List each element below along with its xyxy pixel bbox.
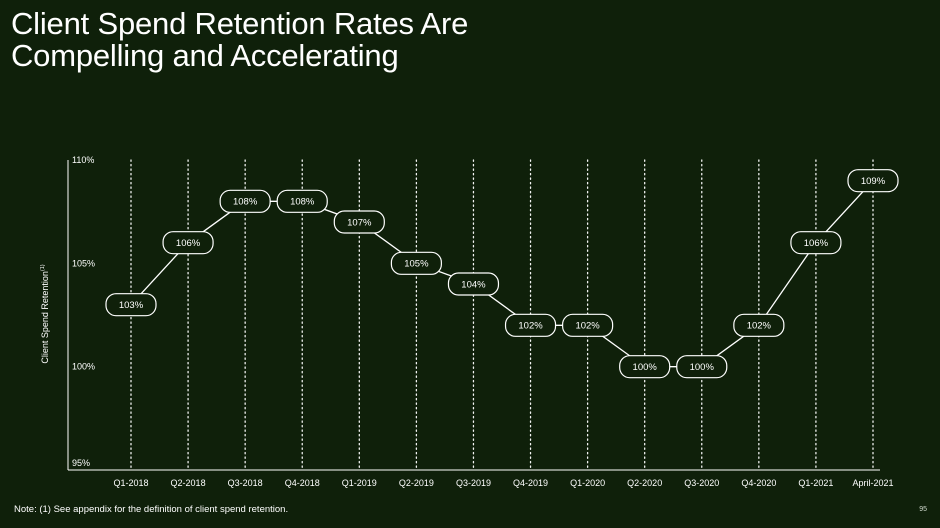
data-label: 104% [461,279,486,290]
data-label: 103% [119,300,144,311]
x-tick-label: Q4-2018 [285,478,320,488]
x-tick-label: Q1-2019 [342,478,377,488]
slide-title-line-1: Client Spend Retention Rates Are [11,6,469,41]
data-label-pill [219,189,271,213]
x-tick-label: Q1-2021 [798,478,833,488]
y-axis-title-superscript: (1) [40,264,46,271]
data-label: 100% [690,362,715,373]
data-point-q4-2018: 108% [276,189,328,213]
data-label-pill [162,231,214,255]
data-point-q3-2020: 100% [676,355,728,379]
data-label: 106% [176,238,201,249]
y-tick-label: 95% [72,458,90,468]
data-label-pill [733,313,785,337]
data-label: 102% [575,321,600,332]
page-number: 95 [919,506,927,513]
data-label: 105% [404,259,429,270]
y-tick-label: 110% [72,155,94,165]
x-tick-label: Q4-2019 [513,478,548,488]
data-point-q1-2019: 107% [333,210,385,234]
x-tick-label: Q1-2018 [113,478,148,488]
data-point-q1-2018: 103% [105,293,157,317]
data-point-q2-2020: 100% [619,355,671,379]
x-tick-label: Q2-2020 [627,478,662,488]
gridlines [130,159,874,471]
x-tick-label: Q3-2018 [228,478,263,488]
data-label-pill [504,313,557,337]
x-tick-label: April-2021 [852,478,893,488]
y-tick-label: 100% [72,362,95,372]
data-label-pill [447,272,500,296]
data-label-pill [562,313,614,337]
footnote: Note: (1) See appendix for the definitio… [14,504,289,515]
data-point-q3-2019: 104% [447,272,500,296]
data-label: 108% [290,197,315,208]
data-point-q4-2019: 102% [504,313,557,337]
x-tick-label: Q2-2018 [171,478,206,488]
x-tick-label: Q2-2019 [399,478,434,488]
data-point-q3-2018: 108% [219,189,271,213]
data-label: 107% [347,217,372,228]
data-label-pill [105,293,157,317]
data-point-q4-2020: 102% [733,313,785,337]
data-label-pill [619,355,671,379]
data-label-pill [676,355,728,379]
x-tick-label: Q3-2019 [456,478,491,488]
y-axis-title-text: Client Spend Retention [40,271,50,364]
data-label: 106% [804,238,829,249]
data-label-pill [390,251,442,275]
data-label-pill [847,169,899,193]
y-axis-title: Client Spend Retention(1) [40,264,50,363]
data-point-april-2021: 109% [847,169,899,193]
data-label-pill [333,210,385,234]
data-point-q2-2019: 105% [390,251,442,275]
data-labels: 103% 106% 108% 108% 107% 105% 104% 102% 102% 100%… [105,169,899,379]
x-tick-label: Q3-2020 [684,478,719,488]
slide-title: Client Spend Retention Rates Are Compell… [11,8,468,72]
data-label: 102% [747,321,772,332]
data-point-q1-2020: 102% [562,313,614,337]
x-tick-label: Q1-2020 [570,478,605,488]
data-label-pill [276,189,328,213]
y-tick-label: 105% [72,258,95,268]
data-label: 108% [233,197,258,208]
slide-title-line-2: Compelling and Accelerating [11,38,399,73]
data-label: 100% [633,362,658,373]
axes: Q1-2018 Q2-2018 Q3-2018 Q4-2018 Q1-2019 Q2-20… [40,155,894,488]
data-label: 109% [861,176,886,187]
data-point-q2-2018: 106% [162,231,214,255]
data-point-q1-2021: 106% [790,231,842,255]
data-label: 102% [518,321,543,332]
x-tick-label: Q4-2020 [741,478,776,488]
data-label-pill [790,231,842,255]
